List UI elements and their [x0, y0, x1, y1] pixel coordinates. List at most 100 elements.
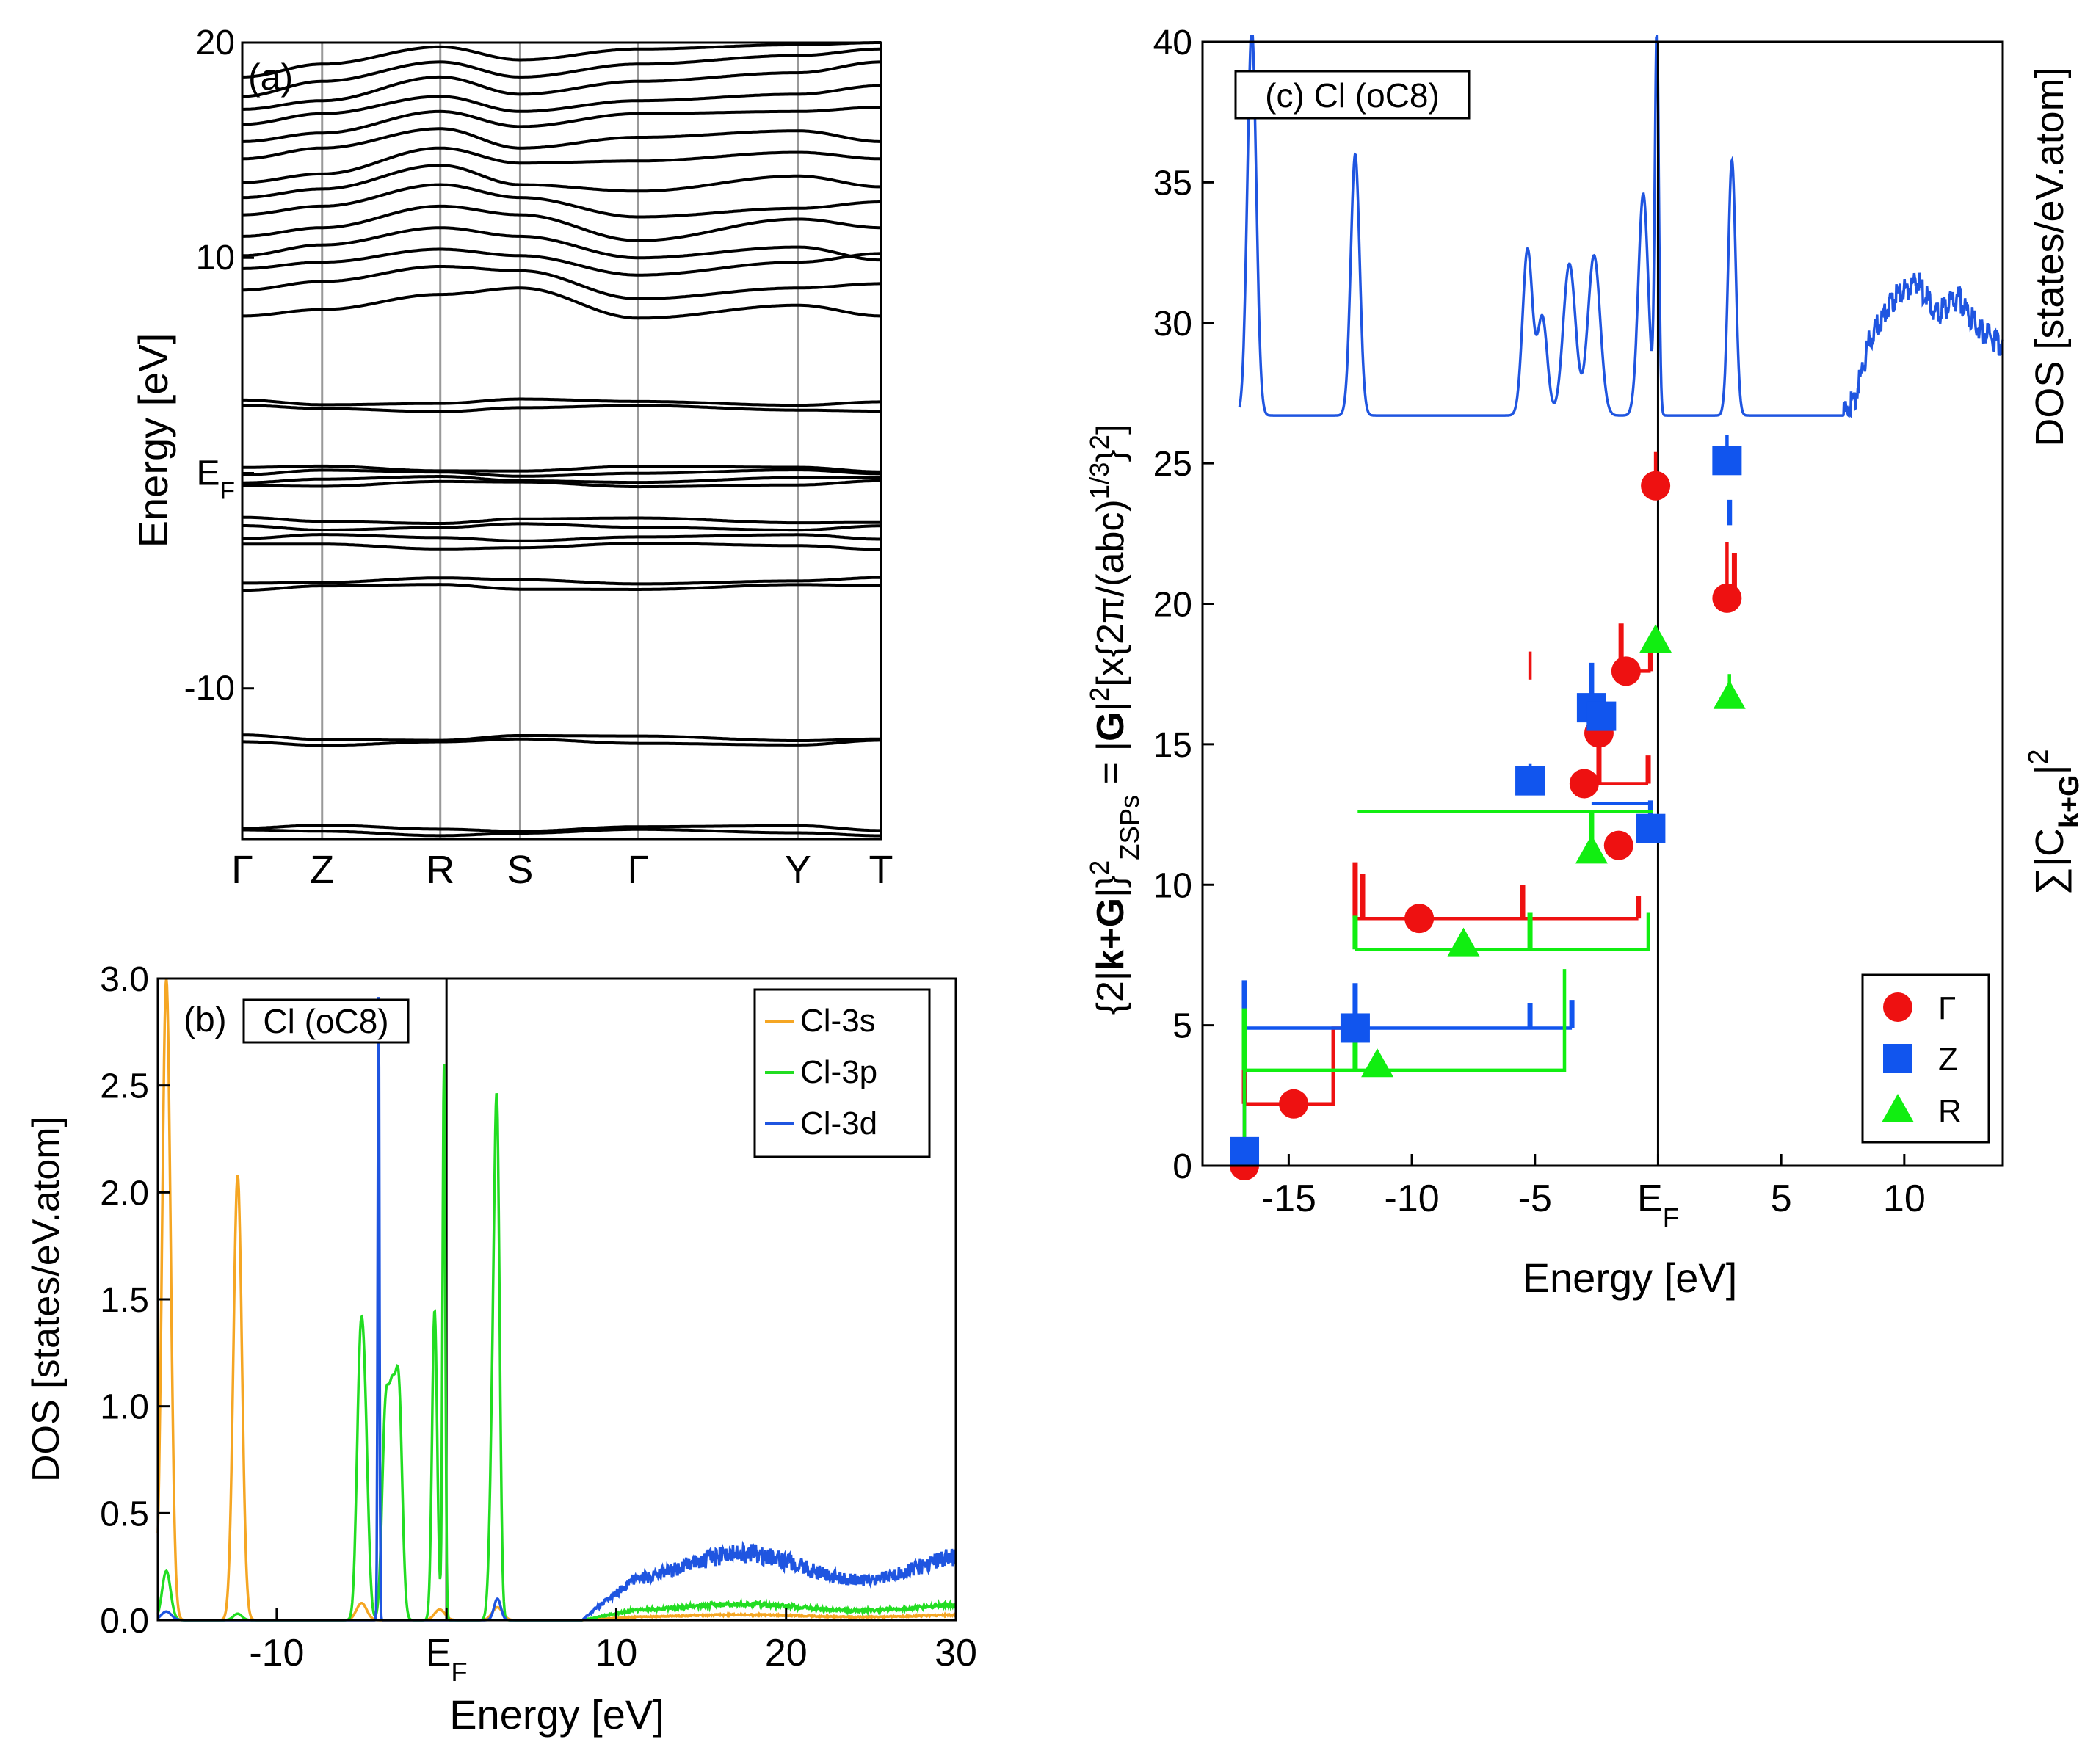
data-point-circle	[1603, 830, 1633, 860]
label-part: 2	[1084, 860, 1114, 875]
band-line	[242, 479, 881, 489]
y-tick-label: 15	[1153, 726, 1192, 765]
band-line	[242, 522, 881, 532]
dos-inset-curve	[1238, 35, 2004, 418]
band-line	[242, 286, 881, 320]
band-line	[242, 464, 881, 473]
legend-entry-Cl-3p: Cl-3p	[800, 1054, 877, 1090]
y-tick-label: 20	[196, 23, 235, 62]
data-point-circle	[1279, 1089, 1309, 1119]
band-line	[242, 733, 881, 742]
legend-entry: Γ	[1938, 990, 1956, 1026]
band-line	[242, 515, 881, 525]
x-tick-label: 5	[1771, 1177, 1792, 1220]
x-tick-label: -15	[1261, 1177, 1316, 1220]
x-tick-label: -5	[1518, 1177, 1552, 1220]
y-axis-title: Energy [eV]	[130, 333, 176, 548]
y-axis-title: DOS [states/eV.atom]	[25, 1117, 68, 1482]
band-line	[242, 824, 881, 833]
data-point-triangle	[1639, 624, 1672, 653]
y-tick-label: 10	[196, 239, 235, 277]
band-line	[242, 164, 882, 200]
legend-entry: R	[1938, 1093, 1962, 1129]
label-part: E	[196, 454, 220, 493]
boxed-label: (c) Cl (oC8)	[1265, 76, 1440, 115]
label-part: 2	[1084, 687, 1114, 702]
band-line	[242, 583, 881, 592]
x-tick-label: 10	[595, 1632, 638, 1674]
label-part: |	[2028, 764, 2072, 774]
y-tick-label: 2.5	[100, 1067, 149, 1106]
y-axis-title-left: {2|k+G|}2ZSPs = |G|2[x{2π/(abc)1/3}2]	[1084, 424, 1145, 1015]
legend-marker-triangle	[1882, 1094, 1914, 1122]
band-line	[242, 226, 882, 262]
label-part: k+G	[1089, 898, 1132, 971]
panel-a-band-structure: 20 10 EF -10 Γ Z R S Γ Y T (a) Energy [eV]	[130, 23, 893, 892]
x-tick-label: 10	[1883, 1177, 1926, 1220]
legend-box	[1861, 973, 1990, 1144]
label-part: 1/3	[1084, 462, 1114, 500]
data-point-circle	[1611, 656, 1641, 686]
y-tick-label: 25	[1153, 445, 1192, 484]
legend-entry: Z	[1938, 1042, 1958, 1078]
data-point-square	[1340, 1013, 1370, 1043]
plot-frame	[241, 41, 882, 841]
band-line	[242, 127, 881, 161]
y-tick-label: 3.0	[100, 960, 149, 999]
label-part: }	[1089, 449, 1132, 462]
band-line	[242, 146, 882, 184]
label-part: F	[1663, 1202, 1679, 1233]
label-part: G	[1089, 712, 1132, 741]
x-tick-label: -10	[1384, 1177, 1439, 1220]
data-point-square	[1712, 446, 1742, 476]
k-point-label: Z	[310, 848, 334, 892]
y-tick-label: 30	[1153, 305, 1192, 344]
data-point-square	[1636, 813, 1666, 843]
band-line	[242, 533, 881, 542]
boxed-label-frame	[242, 998, 410, 1044]
k-point-label: R	[426, 848, 454, 892]
k-point-label: Γ	[231, 848, 253, 892]
label-part: |	[1089, 702, 1132, 712]
x-axis-title: Energy [eV]	[449, 1691, 664, 1738]
band-line	[242, 106, 881, 143]
label-part: F	[451, 1657, 467, 1687]
label-part: ]	[1089, 424, 1132, 435]
band-line	[242, 41, 881, 79]
band-line	[242, 183, 881, 219]
y-tick-label: -10	[184, 669, 235, 708]
k-point-label: T	[869, 848, 893, 892]
y-tick-label: 40	[1153, 23, 1192, 62]
data-point-square	[1586, 701, 1617, 731]
panel-label: (a)	[248, 57, 293, 98]
band-line	[242, 204, 881, 242]
y-tick-label: 0	[1172, 1147, 1192, 1186]
band-line	[242, 827, 881, 838]
label-part: ZSPs	[1114, 795, 1145, 860]
x-tick-label: 20	[765, 1632, 808, 1674]
x-axis-title: Energy [eV]	[1523, 1255, 1738, 1301]
y-tick-label: 1.0	[100, 1388, 149, 1427]
y-axis-title-right-bottom: ∑|Ck+G|2	[2023, 749, 2085, 895]
data-point-square	[1230, 1136, 1260, 1166]
y-tick-label: 5	[1172, 1007, 1192, 1046]
panel-c-zsp-scatter: 0 5 10 15 20 25 30 35 40 -15 -10 -5 EF 5 10 (c) Cl (oC8…	[1084, 23, 2086, 1301]
legend-marker-circle	[1883, 992, 1912, 1022]
band-line	[242, 265, 881, 300]
panel-label: (b)	[184, 1001, 227, 1039]
k-point-label: Y	[785, 848, 811, 892]
label-part: k+G	[2054, 775, 2085, 829]
x-tick-label: EF	[426, 1632, 468, 1687]
data-point-circle	[1404, 904, 1435, 934]
y-axis-title-right-top: DOS [states/eV.atom]	[2028, 67, 2072, 446]
label-part: E	[426, 1632, 452, 1674]
band-line	[242, 84, 882, 126]
band-line	[242, 576, 881, 586]
band-line	[242, 60, 881, 111]
k-point-label: S	[507, 848, 533, 892]
band-line	[242, 404, 881, 413]
y-tick-label: 20	[1153, 586, 1192, 625]
band-line	[242, 542, 881, 551]
band-line	[242, 475, 881, 484]
